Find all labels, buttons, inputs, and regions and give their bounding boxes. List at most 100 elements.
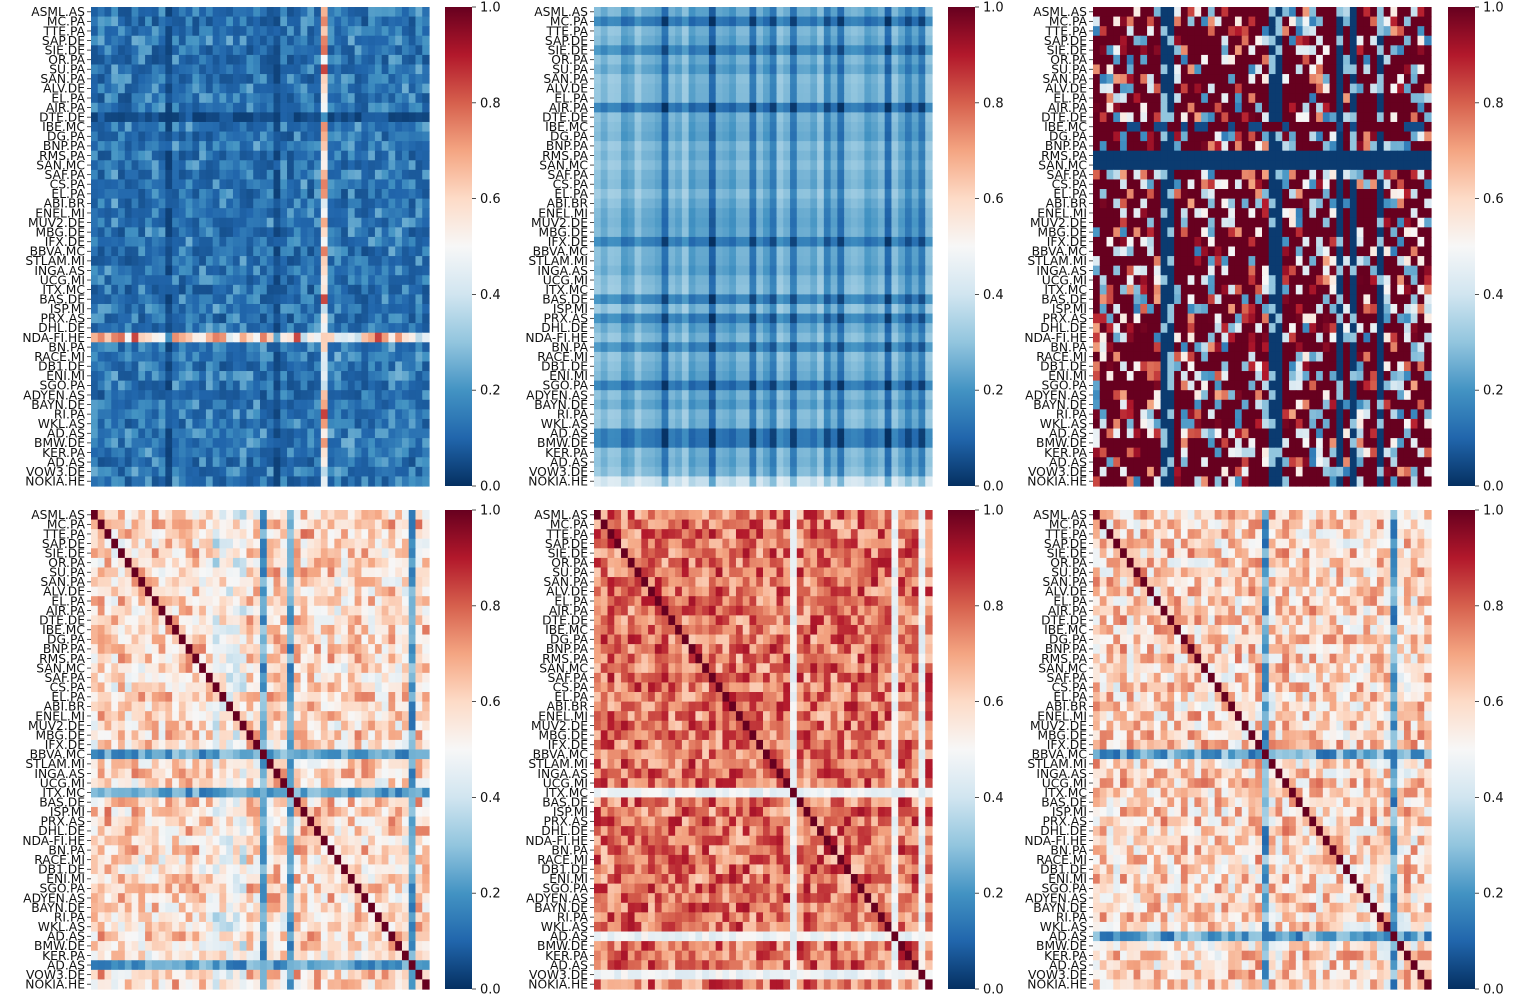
heatmap-cell [627,141,636,152]
heatmap-cell [314,217,322,228]
heatmap-cell [408,313,417,324]
heatmap-cell [844,342,852,353]
heatmap-cell [607,457,615,468]
heatmap-cell [688,313,696,324]
heatmap-cell [381,102,390,113]
heatmap-cell [783,457,791,468]
heatmap-cell [918,313,926,324]
heatmap-cell [668,93,676,104]
heatmap-cell [293,189,302,200]
heatmap-cell [165,121,173,133]
heatmap-cell [850,74,859,85]
heatmap-cell [776,275,784,286]
heatmap-cell [600,351,609,363]
heatmap-cell [253,198,261,209]
y-tick-label: EL.PA [51,91,85,105]
heatmap-cell [320,121,329,133]
heatmap-cell [192,150,200,161]
heatmap-cell [260,169,268,181]
heatmap-cell [327,93,335,104]
heatmap-cell [850,227,859,238]
heatmap-cell [749,169,757,181]
heatmap-cell [273,208,281,219]
heatmap-cell [165,54,173,66]
heatmap-cell [185,93,193,104]
heatmap-cell [232,131,241,142]
heatmap-cell [401,64,410,75]
heatmap-cell [260,236,268,248]
heatmap-cell [668,26,676,37]
heatmap-cell [729,26,737,37]
heatmap-cell [280,169,288,181]
heatmap-cell [817,428,825,439]
heatmap-cell [756,208,764,219]
heatmap-cell [273,438,281,449]
heatmap-cell [307,83,315,94]
heatmap-cell [729,447,737,458]
heatmap-cell [205,26,214,37]
heatmap-cell [911,246,920,257]
heatmap-cell [627,208,636,219]
heatmap-cell [688,390,696,401]
heatmap-cell [219,418,227,430]
heatmap-cell [688,150,696,161]
heatmap-cell [668,131,676,142]
heatmap-cell [702,265,710,276]
heatmap-cell [688,332,696,343]
heatmap-cell [634,438,642,449]
heatmap-cell [783,303,791,315]
heatmap-cell [131,208,139,219]
heatmap-cell [756,16,764,27]
heatmap-cell [594,457,602,468]
heatmap-cell [374,64,383,75]
heatmap-cell [300,208,308,219]
heatmap-cell [212,54,221,66]
heatmap-cell [688,361,696,372]
heatmap-cell [871,83,879,94]
heatmap-cell [756,189,764,200]
heatmap-cell [178,16,187,27]
heatmap-cell [320,35,329,46]
heatmap-cell [368,227,376,238]
heatmap-cell [702,64,710,75]
heatmap-cell [111,466,119,478]
heatmap-cell [178,141,187,152]
heatmap-cell [594,371,602,382]
heatmap-cell [300,217,308,228]
heatmap-cell [178,284,187,295]
heatmap-cell [165,227,173,238]
heatmap-cell [145,476,153,487]
heatmap-cell [884,428,893,439]
heatmap-cell [877,428,886,439]
heatmap-cell [368,466,376,478]
heatmap-cell [205,428,214,439]
heatmap-cell [388,26,396,37]
heatmap-cell [145,217,153,228]
heatmap-cell [422,476,430,487]
heatmap-cell [891,438,899,449]
heatmap-cell [246,26,254,37]
heatmap-cell [334,54,342,66]
heatmap-cell [695,45,703,56]
heatmap-cell [327,208,335,219]
heatmap-cell [884,438,893,449]
heatmap-cell [891,351,899,363]
heatmap-cell [307,447,315,458]
heatmap-cell [627,131,636,142]
heatmap-cell [918,198,926,209]
heatmap-cell [641,179,649,190]
heatmap-cell [145,418,153,430]
heatmap-cell [790,150,798,161]
heatmap-cell [232,342,241,353]
heatmap-cell [192,457,200,468]
heatmap-cell [763,284,771,295]
heatmap-cell [911,112,920,123]
heatmap-cell [253,160,261,171]
heatmap-cell [226,121,234,133]
heatmap-cell [273,380,281,391]
heatmap-cell [790,399,798,410]
heatmap-cell [212,131,221,142]
heatmap-cell [877,371,886,382]
heatmap-cell [769,361,778,372]
heatmap-cell [307,198,315,209]
